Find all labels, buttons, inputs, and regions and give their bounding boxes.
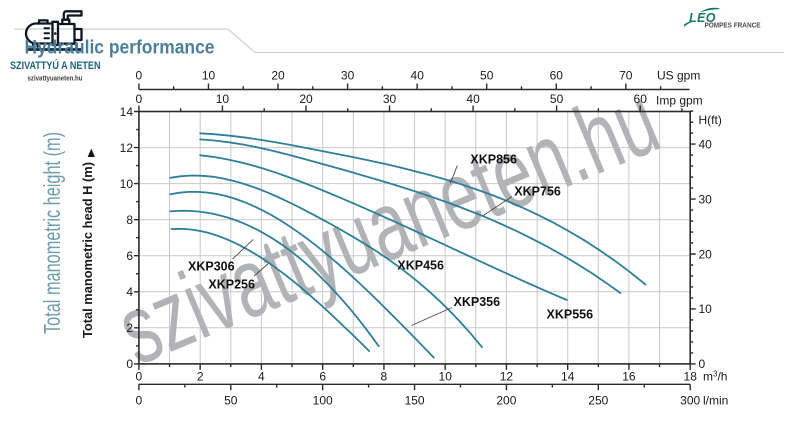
svg-text:XKP256: XKP256 xyxy=(208,277,255,291)
svg-text:10: 10 xyxy=(699,302,713,316)
svg-text:Hydraulic performance: Hydraulic performance xyxy=(25,37,215,58)
svg-text:14: 14 xyxy=(561,370,575,384)
svg-text:XKP856: XKP856 xyxy=(470,152,517,166)
svg-text:16: 16 xyxy=(622,370,636,384)
svg-text:200: 200 xyxy=(496,393,516,407)
svg-text:12: 12 xyxy=(500,370,514,384)
svg-text:6: 6 xyxy=(126,249,133,263)
svg-text:20: 20 xyxy=(299,92,313,106)
svg-text:XKP456: XKP456 xyxy=(397,258,444,272)
svg-text:0: 0 xyxy=(699,357,706,371)
svg-text:4: 4 xyxy=(258,370,265,384)
svg-text:XKP756: XKP756 xyxy=(514,184,561,198)
svg-text:20: 20 xyxy=(271,69,285,83)
svg-text:4: 4 xyxy=(126,285,133,299)
svg-text:XKP556: XKP556 xyxy=(547,308,594,322)
svg-text:XKP306: XKP306 xyxy=(188,259,235,273)
svg-text:SZIVATTYÚ A NETEN: SZIVATTYÚ A NETEN xyxy=(10,59,101,72)
svg-text:US gpm: US gpm xyxy=(657,69,700,83)
svg-text:0: 0 xyxy=(136,393,143,407)
svg-text:10: 10 xyxy=(120,177,134,191)
svg-text:POMPES FRANCE: POMPES FRANCE xyxy=(705,22,761,29)
svg-text:Total manometric height (m): Total manometric height (m) xyxy=(39,132,65,334)
svg-text:150: 150 xyxy=(405,393,425,407)
svg-text:50: 50 xyxy=(550,92,564,106)
svg-text:8: 8 xyxy=(381,370,388,384)
svg-text:10: 10 xyxy=(439,370,453,384)
svg-text:10: 10 xyxy=(216,92,230,106)
svg-text:8: 8 xyxy=(126,213,133,227)
svg-text:12: 12 xyxy=(120,141,134,155)
svg-text:60: 60 xyxy=(550,69,564,83)
svg-text:LEO: LEO xyxy=(689,11,716,25)
svg-text:Imp gpm: Imp gpm xyxy=(656,94,703,108)
svg-text:50: 50 xyxy=(480,69,494,83)
svg-text:6: 6 xyxy=(319,370,326,384)
svg-text:40: 40 xyxy=(699,137,713,151)
svg-text:30: 30 xyxy=(383,92,397,106)
svg-text:30: 30 xyxy=(341,69,355,83)
svg-text:100: 100 xyxy=(313,393,333,407)
svg-text:20: 20 xyxy=(699,247,713,261)
svg-text:0: 0 xyxy=(136,69,143,83)
svg-text:0: 0 xyxy=(136,370,143,384)
svg-text:70: 70 xyxy=(619,69,633,83)
svg-text:60: 60 xyxy=(634,92,648,106)
svg-text:50: 50 xyxy=(224,393,238,407)
svg-text:2: 2 xyxy=(126,321,133,335)
svg-text:2: 2 xyxy=(197,370,204,384)
svg-text:40: 40 xyxy=(411,69,425,83)
svg-text:10: 10 xyxy=(202,69,216,83)
svg-text:XKP356: XKP356 xyxy=(454,295,501,309)
svg-text:H(ft): H(ft) xyxy=(699,113,722,127)
svg-text:14: 14 xyxy=(120,105,134,119)
svg-text:40: 40 xyxy=(466,92,480,106)
svg-text:300: 300 xyxy=(680,393,700,407)
svg-text:m3/h: m3/h xyxy=(703,370,727,384)
svg-text:l/min: l/min xyxy=(703,393,728,407)
svg-text:30: 30 xyxy=(699,192,713,206)
svg-text:18: 18 xyxy=(684,370,698,384)
svg-text:0: 0 xyxy=(136,92,143,106)
svg-text:0: 0 xyxy=(126,357,133,371)
svg-text:szivattyuaneten.hu: szivattyuaneten.hu xyxy=(28,73,83,82)
svg-text:Total manometric head H (m): Total manometric head H (m) xyxy=(80,162,95,338)
svg-text:250: 250 xyxy=(588,393,608,407)
